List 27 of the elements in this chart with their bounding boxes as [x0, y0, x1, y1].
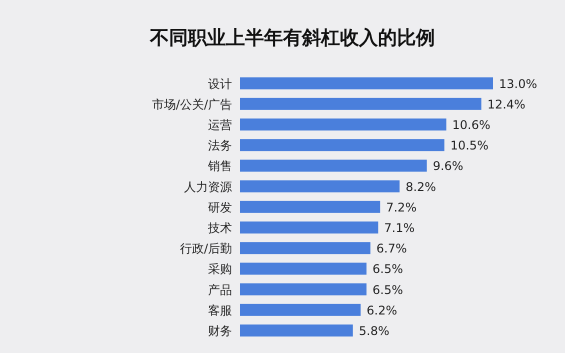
y-tick-label: 人力资源: [184, 180, 232, 194]
data-label: 6.7%: [376, 242, 407, 256]
data-label: 10.5%: [450, 138, 488, 153]
y-tick-label: 运营: [208, 118, 232, 132]
y-tick-label: 客服: [208, 303, 232, 318]
y-tick-label: 市场/公关/广告: [152, 97, 232, 112]
data-label: 6.5%: [372, 282, 403, 297]
y-tick-label: 销售: [207, 159, 232, 174]
y-tick-label: 采购: [208, 262, 232, 276]
y-tick-label: 设计: [208, 76, 232, 91]
y-tick-label: 财务: [208, 324, 232, 338]
data-label: 6.5%: [372, 262, 403, 276]
data-label: 12.4%: [487, 97, 526, 112]
y-tick-label: 产品: [208, 282, 232, 297]
data-label: 9.6%: [432, 159, 464, 174]
data-label: 7.2%: [386, 200, 417, 214]
data-label: 8.2%: [406, 180, 436, 194]
data-label: 7.1%: [384, 221, 415, 235]
data-label: 10.6%: [452, 118, 490, 132]
chart-title: 不同职业上半年有斜杠收入的比例: [149, 27, 435, 49]
data-label: 13.0%: [499, 76, 538, 91]
data-label: 5.8%: [358, 324, 390, 338]
y-tick-label: 技术: [207, 221, 232, 235]
y-tick-label: 法务: [208, 138, 232, 153]
y-tick-label: 研发: [208, 200, 232, 214]
data-label: 6.2%: [366, 303, 398, 318]
y-tick-label: 行政/后勤: [180, 242, 232, 256]
